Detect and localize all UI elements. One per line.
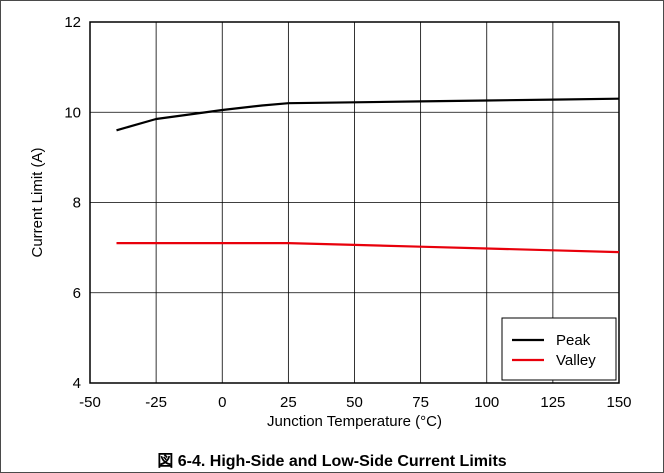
x-tick-label: 100 [474,394,499,411]
line-chart: -50 -25 0 25 50 75 100 125 150 4 6 8 10 12 Junction … [29,14,632,430]
series-line-peak [116,97,620,132]
y-tick-label: 6 [73,285,81,302]
legend-label-valley: Valley [556,352,596,369]
y-tick-label: 4 [73,375,81,392]
x-tick-labels: -50 -25 0 25 50 75 100 125 150 [79,394,631,411]
x-tick-label: 150 [606,394,631,411]
x-tick-label: -50 [79,394,101,411]
y-tick-label: 10 [64,104,81,121]
legend-box [501,317,617,381]
y-tick-label: 8 [73,195,81,212]
x-tick-label: 50 [346,394,363,411]
legend: Peak Valley [501,317,617,381]
x-axis-label: Junction Temperature (°C) [267,413,442,430]
figure-caption: 図 6-4. High-Side and Low-Side Current Li… [157,453,507,470]
series-layer [116,97,620,254]
y-tick-label: 12 [64,14,81,31]
grid-lines [90,22,619,383]
x-tick-label: 25 [280,394,297,411]
x-tick-label: -25 [145,394,167,411]
x-tick-label: 75 [412,394,429,411]
x-tick-label: 125 [540,394,565,411]
x-tick-label: 0 [218,394,226,411]
y-tick-labels: 4 6 8 10 12 [64,14,81,392]
y-axis-label: Current Limit (A) [29,147,46,257]
plot-border [89,21,620,384]
legend-label-peak: Peak [556,332,591,349]
series-line-valley [116,242,620,254]
